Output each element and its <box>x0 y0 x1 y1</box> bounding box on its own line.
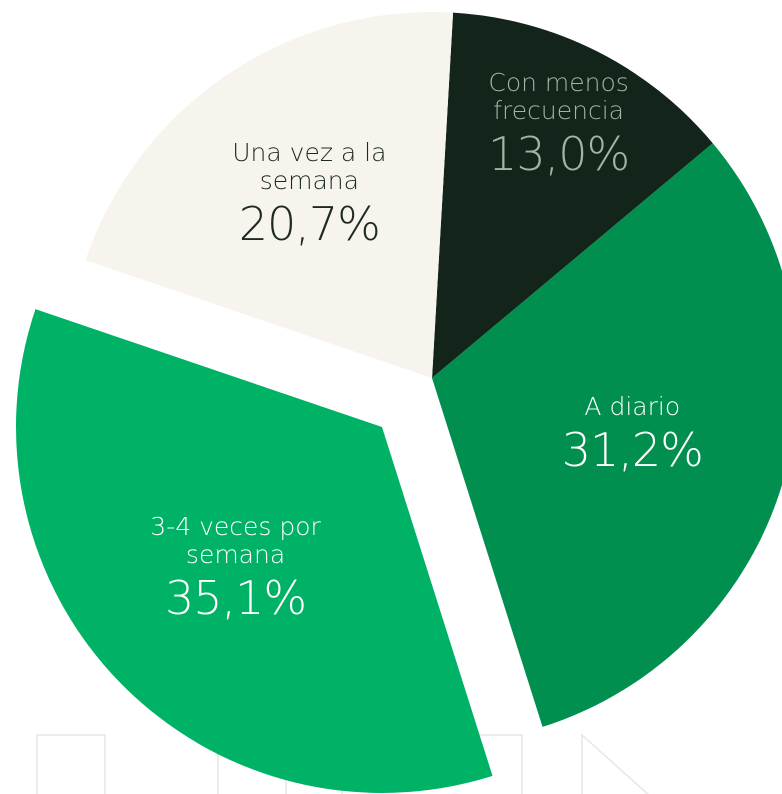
category-label: 3-4 veces por semana <box>116 513 356 569</box>
category-label: Una vez a la semana <box>189 139 429 195</box>
value-label: 20,7% <box>189 195 429 253</box>
value-label: 13,0% <box>439 125 679 183</box>
value-label: 35,1% <box>116 569 356 627</box>
page: (() => { const data = JSON.parse(documen… <box>0 0 782 794</box>
value-label: 31,2% <box>512 421 752 479</box>
category-label: Con menos frecuencia <box>439 69 679 125</box>
category-label: A diario <box>512 393 752 421</box>
